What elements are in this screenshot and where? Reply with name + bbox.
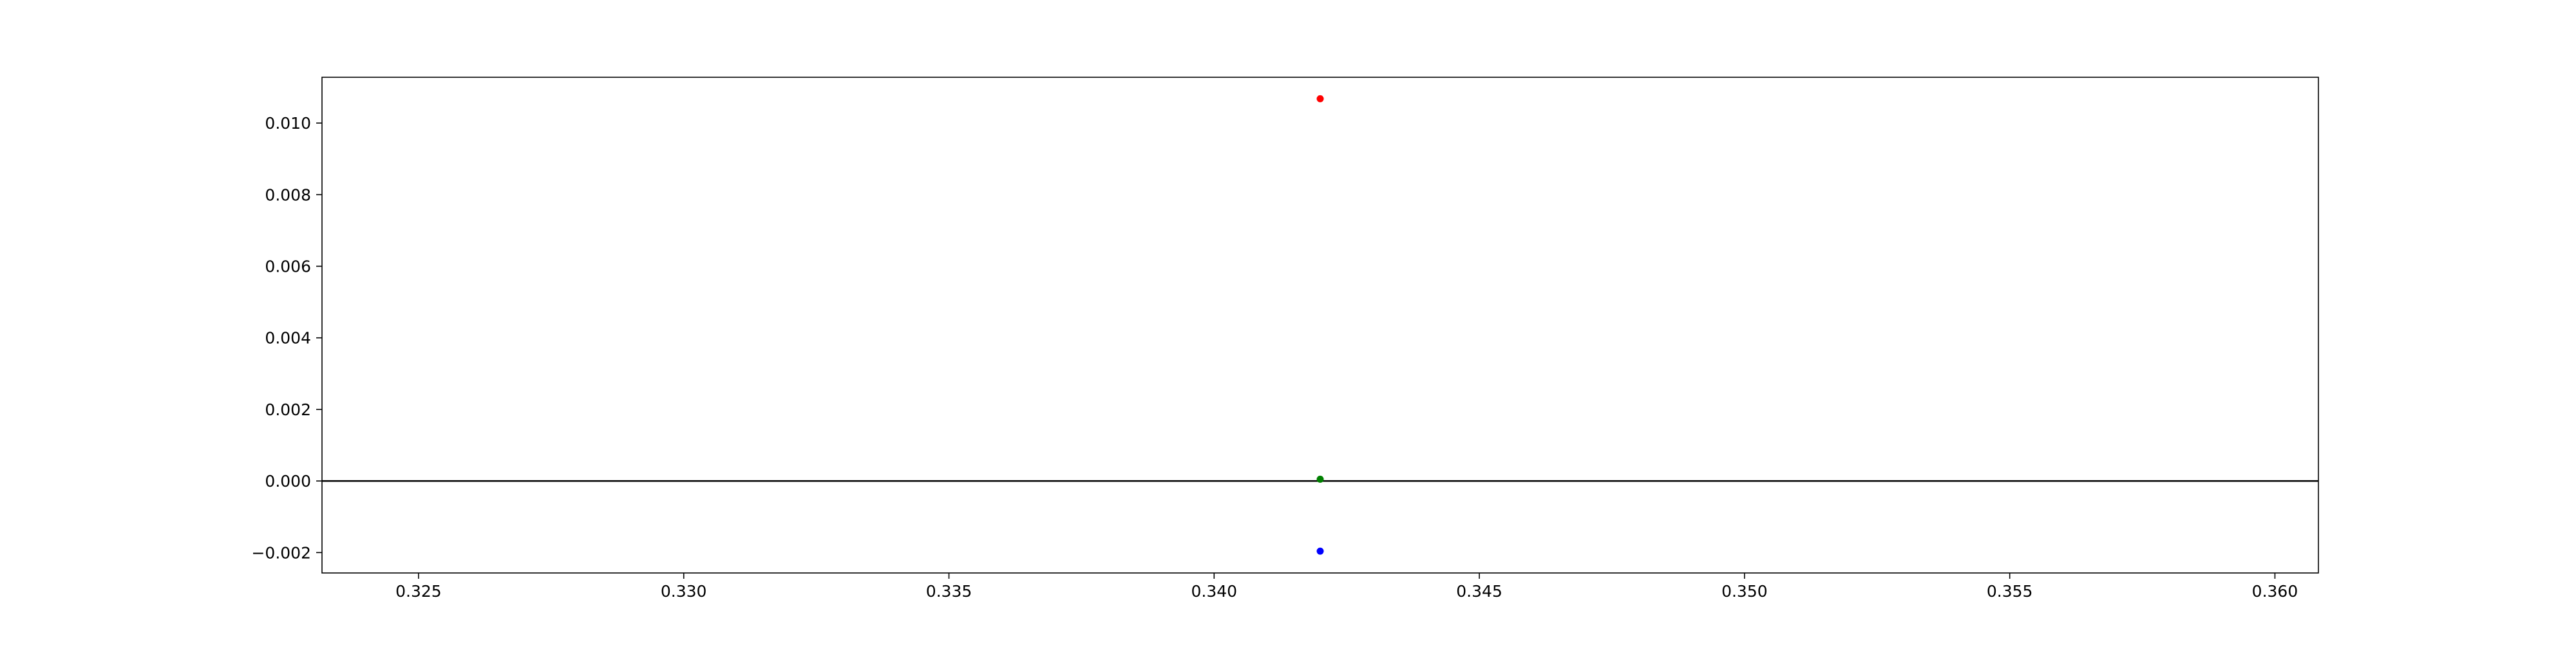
y-tick-label: −0.002 [251, 543, 311, 562]
y-tick-label: 0.008 [265, 185, 311, 204]
y-tick-label: 0.006 [265, 258, 311, 276]
x-tick-label: 0.330 [661, 582, 707, 601]
plot-frame [321, 77, 2319, 574]
y-tick-label: 0.010 [265, 114, 311, 133]
data-point [1316, 547, 1324, 555]
y-tick-label: 0.002 [265, 400, 311, 419]
data-point [1316, 475, 1324, 483]
x-tick-label: 0.345 [1456, 582, 1502, 601]
x-tick-label: 0.355 [1987, 582, 2033, 601]
x-tick-label: 0.350 [1721, 582, 1768, 601]
x-tick-label: 0.340 [1191, 582, 1237, 601]
x-tick-label: 0.360 [2252, 582, 2298, 601]
x-tick-label: 0.325 [395, 582, 442, 601]
y-tick-label: 0.004 [265, 329, 311, 348]
y-tick-label: 0.000 [265, 472, 311, 491]
data-point [1316, 95, 1324, 102]
plot-area [322, 77, 2318, 573]
x-tick-label: 0.335 [926, 582, 972, 601]
